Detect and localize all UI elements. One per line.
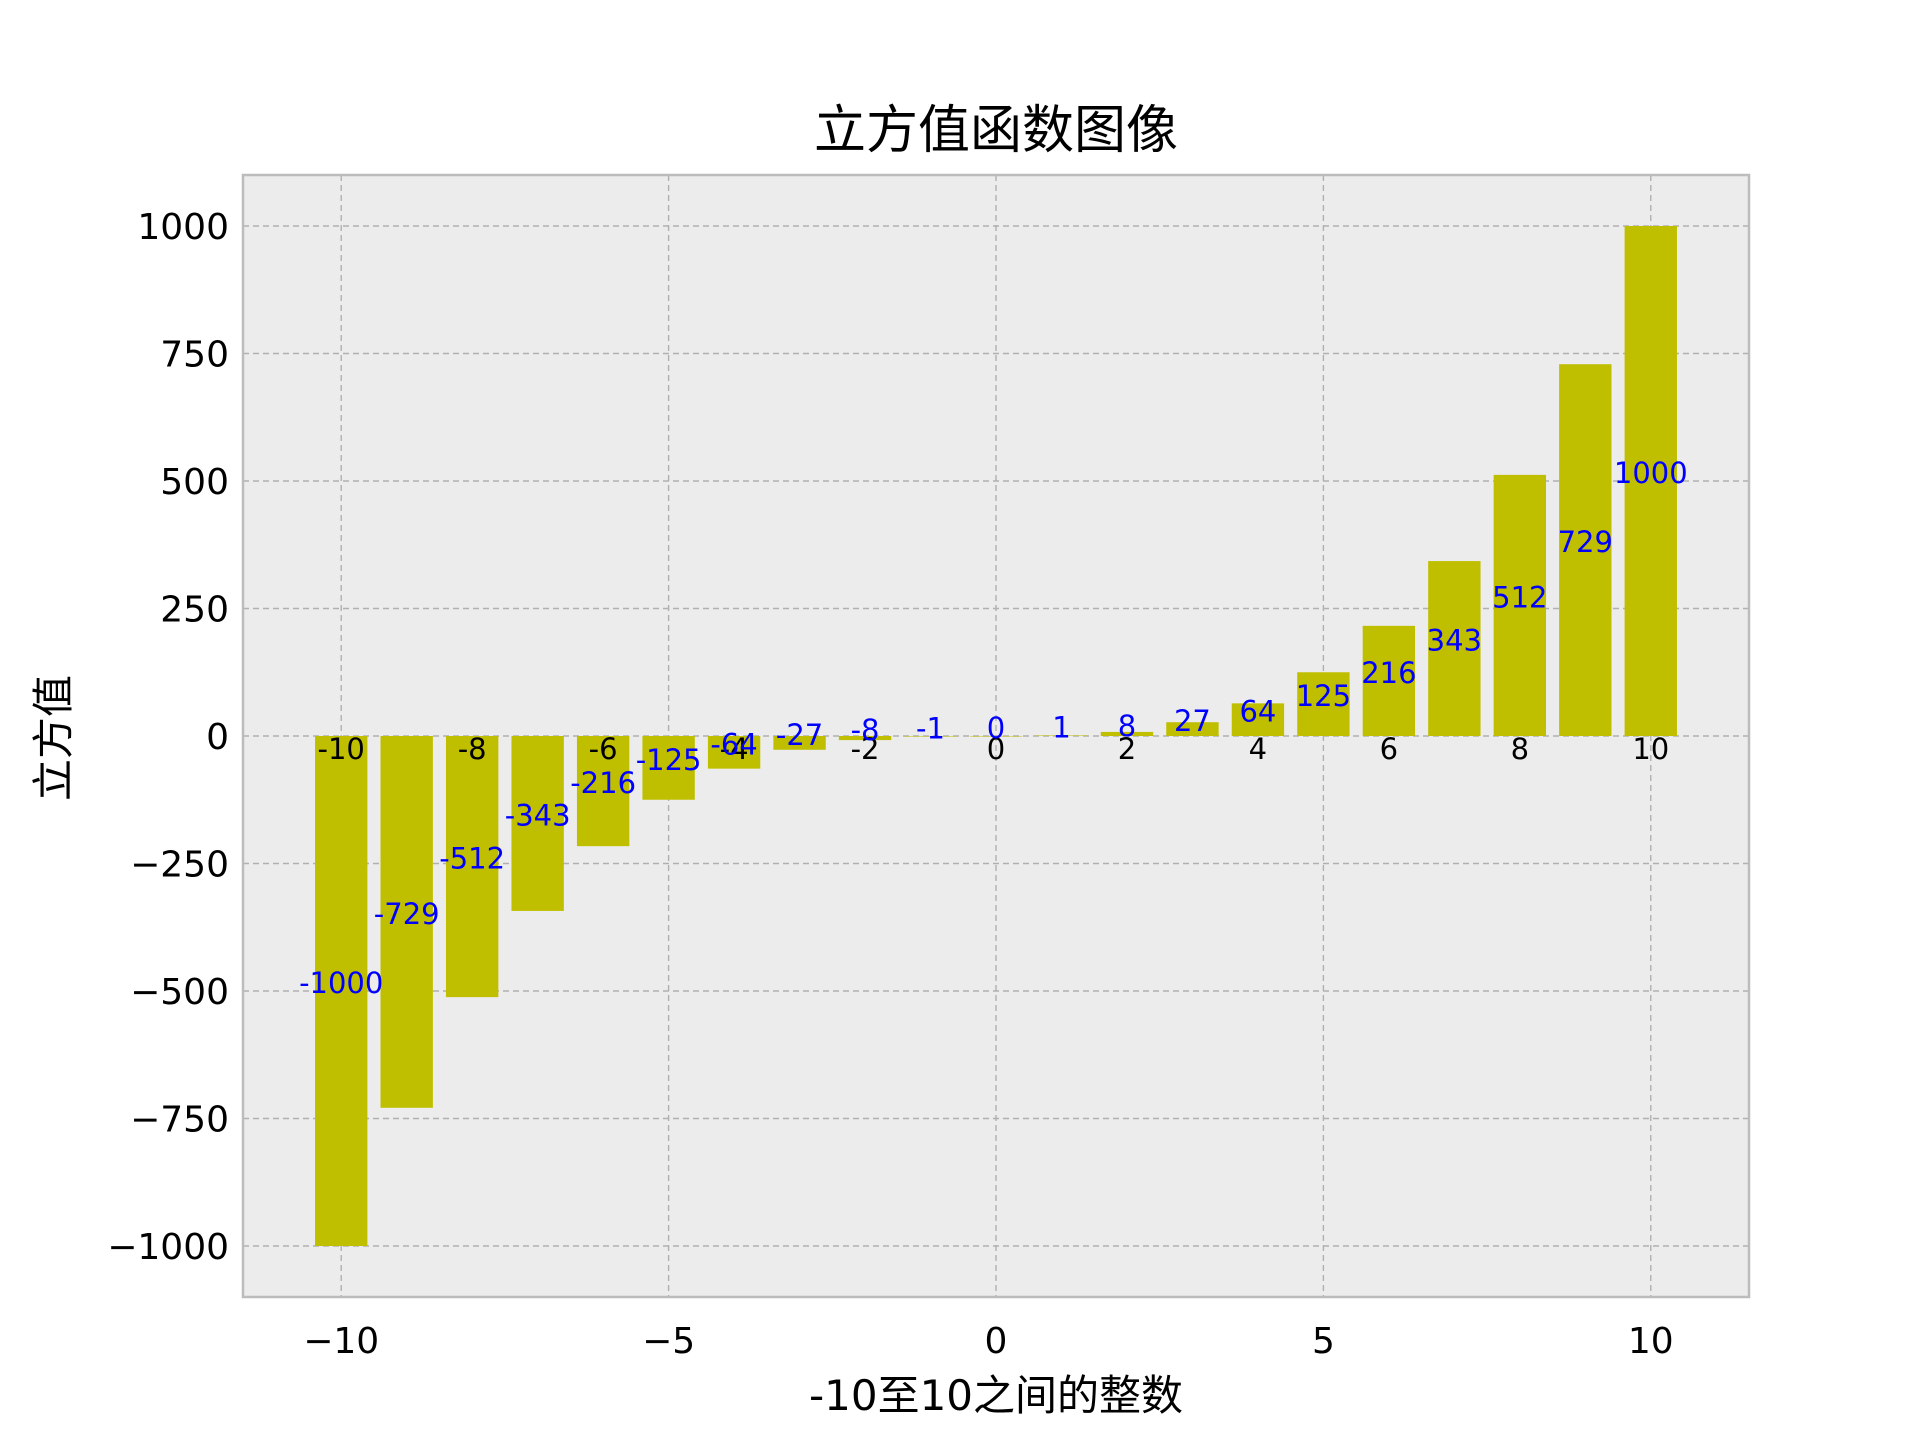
x-tick-labels: −10 −5 0 5 10 [303,1321,1673,1362]
bar [1624,226,1677,736]
x-tick-label: 10 [1628,1321,1674,1362]
bar-x-label: -10 [318,732,365,766]
bar [1559,364,1612,736]
bar-value-label: 1 [1052,711,1070,745]
bar-value-label: -512 [439,842,505,876]
x-tick-label: −10 [303,1321,379,1362]
y-tick-label: 0 [206,717,229,758]
bar-labels: -10 -8 -6 -4 -2 0 2 4 6 8 10-1000-729-512-343-216-… [299,456,1688,1000]
chart-title: 立方值函数图像 [814,101,1178,161]
bar-value-label: -729 [374,897,440,931]
bar [1362,625,1416,736]
bar-x-label: -6 [589,732,618,766]
y-tick-labels: 1000 750 500 250 0 −250 −500 −750 −1000 [107,207,229,1268]
bar [576,736,630,847]
bar [969,736,1023,737]
y-tick-label: −500 [130,972,229,1013]
bar [1297,672,1350,736]
bar-value-label: -1 [916,711,945,745]
bar-value-label: 216 [1361,656,1416,690]
bar [904,736,957,737]
bar-value-label: 343 [1427,624,1482,658]
bar-value-label: -1000 [299,966,383,1000]
bar [1035,735,1088,736]
bar [773,736,826,750]
bar-value-label: -8 [851,713,880,747]
bar-value-label: -125 [636,743,702,777]
x-tick-label: 5 [1312,1321,1335,1362]
x-tick-label: 0 [985,1321,1008,1362]
bar-value-label: 729 [1558,525,1613,559]
bar-value-label: -343 [505,798,571,832]
bar [838,736,892,741]
bar [380,736,433,1108]
bar-value-label: 0 [987,711,1005,745]
bar-value-label: 125 [1296,679,1351,713]
bar [707,736,761,769]
y-tick-label: 500 [160,462,229,503]
y-tick-label: 750 [160,335,229,376]
bar-value-label: 64 [1239,695,1276,729]
y-tick-label: −750 [130,1100,229,1141]
y-tick-label: −1000 [107,1227,229,1268]
bar-value-label: 1000 [1614,456,1688,490]
bar-x-label: 6 [1380,732,1398,766]
bar [445,736,499,998]
y-tick-label: 1000 [137,207,229,248]
bar-value-label: 27 [1174,704,1211,738]
x-axis-label: -10至10之间的整数 [809,1371,1183,1420]
bar [315,736,368,1246]
x-tick-label: −5 [642,1321,695,1362]
bar-x-label: 0 [987,732,1005,766]
y-axis-label: 立方值 [29,675,78,801]
bar-x-label: -2 [851,732,880,766]
bar-x-label: 4 [1249,732,1267,766]
y-tick-label: −250 [130,845,229,886]
bar-value-label: -27 [776,718,823,752]
bar-x-label: 10 [1632,732,1669,766]
bar [642,736,695,800]
bar-x-label: 8 [1511,732,1529,766]
bars [315,226,1677,1246]
bar-value-label: -64 [710,727,757,761]
bar [511,736,564,911]
bar [1166,722,1219,736]
bar-value-label: 8 [1118,709,1136,743]
bar [1231,703,1285,736]
bar-value-label: -216 [570,766,636,800]
bar [1428,561,1481,736]
bar [1493,474,1547,736]
bar-x-label: 2 [1118,732,1136,766]
plot-frame [241,173,1751,1299]
bar-value-label: 512 [1492,580,1547,614]
bar-x-label: -8 [458,732,487,766]
bar-x-label: -4 [720,732,749,766]
bar [1100,731,1154,736]
y-tick-label: 250 [160,590,229,631]
